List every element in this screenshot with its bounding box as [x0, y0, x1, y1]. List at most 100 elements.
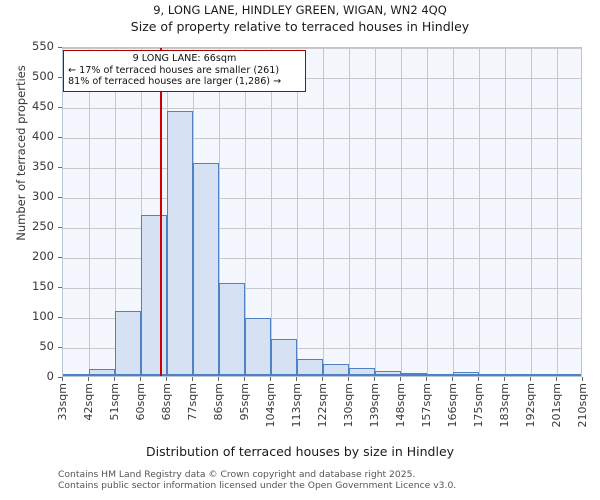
page-title: 9, LONG LANE, HINDLEY GREEN, WIGAN, WN2 … — [153, 3, 447, 17]
gridline-vertical — [479, 48, 480, 376]
bars-container — [63, 48, 581, 376]
x-tick-label: 166sqm — [446, 383, 459, 428]
histogram-bar — [271, 339, 297, 376]
x-tick-mark — [322, 377, 323, 381]
y-tick-mark — [58, 137, 62, 138]
gridline-horizontal — [63, 48, 581, 49]
x-axis-label: Distribution of terraced houses by size … — [145, 444, 455, 459]
x-tick-label: 183sqm — [498, 383, 511, 428]
y-tick-label: 350 — [32, 159, 54, 173]
gridline-horizontal — [63, 138, 581, 139]
y-tick-mark — [58, 257, 62, 258]
x-tick-label: 104sqm — [264, 383, 277, 428]
histogram-bar — [115, 311, 141, 376]
x-tick-mark — [192, 377, 193, 381]
gridline-horizontal — [63, 318, 581, 319]
y-tick-label: 150 — [32, 279, 54, 293]
histogram-bar — [245, 318, 271, 376]
gridline-horizontal — [63, 168, 581, 169]
y-axis-ticks: 0 50 100 150 200 250 300 350 400 450 500 550 — [0, 40, 600, 382]
gridline-vertical — [401, 48, 402, 376]
property-size-marker-line — [159, 48, 162, 376]
y-tick-label: 250 — [32, 219, 54, 233]
y-tick-label: 450 — [32, 99, 54, 113]
y-tick-mark — [58, 227, 62, 228]
histogram-bar — [167, 111, 193, 376]
axis-baseline — [63, 374, 581, 376]
gridline-horizontal — [63, 288, 581, 289]
histogram-bar — [141, 215, 167, 376]
x-tick-label: 157sqm — [420, 383, 433, 428]
gridline-horizontal — [63, 258, 581, 259]
x-tick-label: 148sqm — [394, 383, 407, 428]
x-tick-mark — [504, 377, 505, 381]
x-tick-label: 122sqm — [316, 383, 329, 428]
y-tick-label: 0 — [46, 369, 54, 383]
gridline-horizontal — [63, 78, 581, 79]
x-tick-label: 77sqm — [186, 383, 199, 421]
gridline-vertical — [375, 48, 376, 376]
x-tick-label: 95sqm — [238, 383, 251, 421]
gridline-vertical — [115, 48, 116, 376]
y-tick-mark — [58, 47, 62, 48]
gridline-vertical — [141, 48, 142, 376]
chart-title-block: 9, LONG LANE, HINDLEY GREEN, WIGAN, WN2 … — [0, 2, 600, 35]
gridline-horizontal — [63, 228, 581, 229]
gridline-vertical — [453, 48, 454, 376]
y-tick-label: 50 — [39, 339, 54, 353]
gridline-vertical — [271, 48, 272, 376]
gridline-vertical — [89, 48, 90, 376]
x-tick-mark — [452, 377, 453, 381]
x-tick-mark — [556, 377, 557, 381]
x-tick-label: 113sqm — [290, 383, 303, 428]
annotation-property-size: 9 LONG LANE: 66sqm — [132, 53, 237, 64]
x-tick-mark — [374, 377, 375, 381]
gridline-vertical — [505, 48, 506, 376]
x-tick-mark — [166, 377, 167, 381]
footer-line-1: Contains HM Land Registry data © Crown c… — [58, 469, 416, 480]
x-tick-mark — [400, 377, 401, 381]
x-tick-mark — [478, 377, 479, 381]
gridline-vertical — [531, 48, 532, 376]
attribution-footer: Contains HM Land Registry data © Crown c… — [58, 469, 598, 491]
x-tick-label: 175sqm — [472, 383, 485, 428]
x-tick-label: 210sqm — [576, 383, 589, 428]
gridline-vertical — [323, 48, 324, 376]
footer-line-2: Contains public sector information licen… — [58, 479, 457, 491]
x-tick-label: 201sqm — [550, 383, 563, 428]
gridline-horizontal — [63, 198, 581, 199]
x-tick-label: 51sqm — [108, 383, 121, 421]
x-tick-label: 130sqm — [342, 383, 355, 428]
x-tick-mark — [426, 377, 427, 381]
y-tick-mark — [58, 197, 62, 198]
y-tick-label: 200 — [32, 249, 54, 263]
y-tick-mark — [58, 107, 62, 108]
y-tick-mark — [58, 167, 62, 168]
x-axis-ticks: 33sqm 42sqm 51sqm 60sqm 68sqm 77sqm 86sqm 95sqm… — [0, 377, 600, 447]
x-tick-label: 139sqm — [368, 383, 381, 428]
x-tick-mark — [114, 377, 115, 381]
x-tick-mark — [348, 377, 349, 381]
gridline-horizontal — [63, 348, 581, 349]
gridline-vertical — [245, 48, 246, 376]
gridline-vertical — [297, 48, 298, 376]
y-tick-mark — [58, 317, 62, 318]
property-annotation-box: 9 LONG LANE: 66sqm ← 17% of terraced hou… — [63, 50, 306, 92]
x-tick-mark — [270, 377, 271, 381]
x-tick-mark — [582, 377, 583, 381]
gridline-vertical — [427, 48, 428, 376]
x-tick-mark — [530, 377, 531, 381]
x-tick-mark — [218, 377, 219, 381]
x-tick-mark — [140, 377, 141, 381]
y-tick-mark — [58, 347, 62, 348]
chart-subtitle: Size of property relative to terraced ho… — [130, 19, 470, 34]
y-tick-mark — [58, 77, 62, 78]
x-tick-label: 68sqm — [160, 383, 173, 421]
gridline-vertical — [349, 48, 350, 376]
gridline-vertical — [219, 48, 220, 376]
y-tick-label: 550 — [32, 39, 54, 53]
y-tick-label: 400 — [32, 129, 54, 143]
x-tick-mark — [88, 377, 89, 381]
histogram-bar — [193, 163, 219, 376]
